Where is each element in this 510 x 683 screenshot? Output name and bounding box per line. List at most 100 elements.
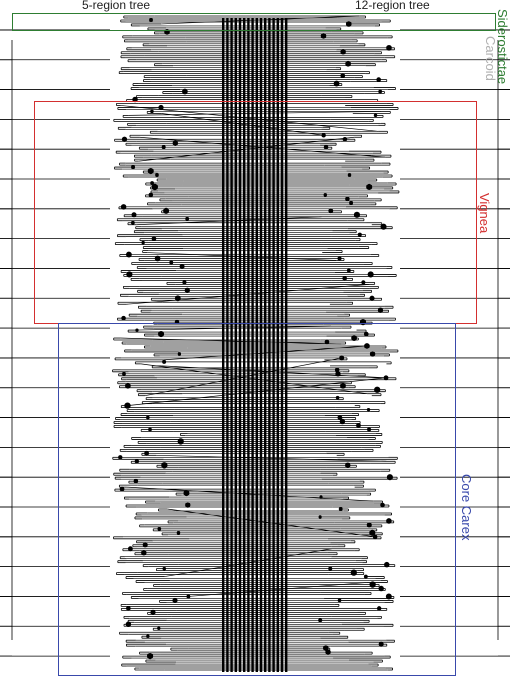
tip-node xyxy=(149,18,153,22)
tip-node xyxy=(126,606,131,611)
tip-node xyxy=(176,531,181,535)
tip-node xyxy=(376,77,382,82)
tip-connector xyxy=(156,454,387,462)
tip-node xyxy=(179,263,185,270)
ladder-bar xyxy=(280,18,284,672)
tip-node xyxy=(367,271,374,278)
right-tree-title: 12-region tree xyxy=(355,0,430,12)
tip-node xyxy=(184,287,190,293)
tip-node xyxy=(163,207,170,214)
tip-node xyxy=(147,167,154,175)
tip-node xyxy=(144,450,150,456)
tip-node xyxy=(162,566,167,571)
tip-node xyxy=(328,566,333,571)
tip-node xyxy=(148,427,152,432)
tip-node xyxy=(119,486,125,492)
tip-node xyxy=(183,490,190,497)
tip-node xyxy=(385,593,392,600)
tip-node xyxy=(384,561,390,568)
tip-node xyxy=(150,109,154,114)
tip-node xyxy=(125,251,132,258)
tip-node xyxy=(334,367,340,373)
ladder-bar xyxy=(264,18,267,672)
tip-connector xyxy=(128,111,382,116)
tip-node xyxy=(169,260,174,265)
tip-node xyxy=(131,212,137,218)
ladder-bar xyxy=(234,18,237,672)
tip-node xyxy=(133,478,139,484)
tip-connector xyxy=(140,363,368,395)
tip-node xyxy=(356,423,361,428)
tip-node xyxy=(349,200,354,205)
tip-connector xyxy=(136,325,331,331)
tip-node xyxy=(182,280,187,285)
vignea-clade-label: Vignea xyxy=(477,193,492,234)
ladder-bar xyxy=(285,18,288,672)
tip-node xyxy=(386,44,392,51)
tip-node xyxy=(323,144,329,150)
tip-node xyxy=(346,268,351,273)
tip-node xyxy=(130,220,135,225)
tip-node xyxy=(342,276,348,281)
tip-node xyxy=(366,427,372,432)
tip-node xyxy=(124,382,131,389)
core-carex-clade-box xyxy=(58,323,456,676)
ladder-bar xyxy=(230,18,233,672)
tip-node xyxy=(345,462,351,468)
tip-node xyxy=(363,331,369,337)
ladder-bar xyxy=(222,18,225,672)
tip-node xyxy=(185,502,191,508)
tip-node xyxy=(134,459,140,464)
tip-node xyxy=(122,371,126,376)
tip-node xyxy=(333,80,340,87)
tip-node xyxy=(185,216,190,221)
tip-node xyxy=(158,104,164,111)
tip-node xyxy=(373,113,378,118)
tip-node xyxy=(351,335,358,341)
tip-node xyxy=(127,546,133,552)
tip-node xyxy=(126,271,133,278)
tip-connector xyxy=(138,136,355,162)
tip-node xyxy=(347,173,352,177)
tip-node xyxy=(369,295,375,301)
tip-node xyxy=(318,618,323,623)
tip-node xyxy=(376,606,382,611)
tip-node xyxy=(141,549,147,556)
ladder-bar xyxy=(272,18,275,672)
tip-node xyxy=(335,371,341,377)
tip-node xyxy=(150,181,154,185)
tip-node xyxy=(342,136,348,142)
tip-node xyxy=(154,255,161,262)
tip-node xyxy=(162,359,167,364)
tip-node xyxy=(380,502,385,508)
left-phylogenetic-tree xyxy=(0,15,191,671)
tip-node xyxy=(357,232,362,237)
tip-node xyxy=(320,33,327,39)
tip-node xyxy=(378,641,384,647)
tip-node xyxy=(386,474,393,481)
ladder-bar xyxy=(243,18,246,672)
tip-node xyxy=(132,96,138,103)
tip-node xyxy=(386,518,392,524)
tip-node xyxy=(340,49,346,55)
tip-node xyxy=(340,382,346,389)
tip-node xyxy=(328,208,334,214)
right-phylogenetic-tree xyxy=(318,15,510,671)
ladder-bar xyxy=(226,18,229,672)
tip-node xyxy=(157,330,165,338)
tip-node xyxy=(380,223,387,230)
tip-node xyxy=(319,495,323,499)
vignea-clade-box xyxy=(34,101,477,324)
tip-connector xyxy=(136,216,322,226)
ladder-bar xyxy=(238,18,242,672)
tip-node xyxy=(378,89,383,94)
tip-node xyxy=(369,529,376,536)
tip-node xyxy=(181,88,188,95)
tip-node xyxy=(161,145,166,150)
tip-node xyxy=(142,542,148,548)
tip-connectors xyxy=(120,15,390,672)
tip-node xyxy=(369,351,376,357)
tip-node xyxy=(353,211,361,218)
tip-node xyxy=(148,192,154,198)
